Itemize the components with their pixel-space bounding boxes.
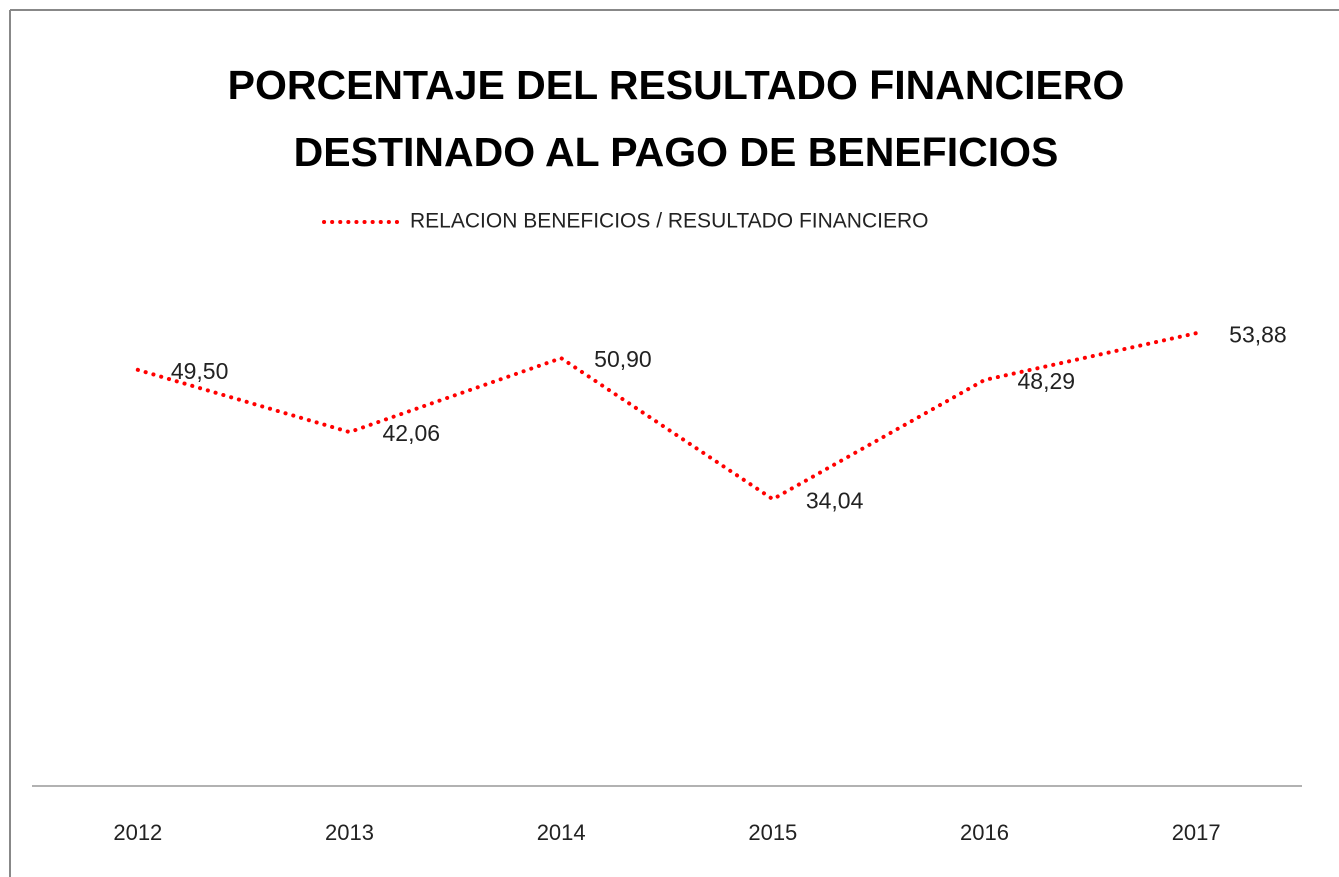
data-label: 50,90 <box>594 346 652 372</box>
x-tick-label: 2013 <box>325 820 374 845</box>
data-label: 34,04 <box>806 487 864 513</box>
data-label: 42,06 <box>383 420 441 446</box>
data-label: 53,88 <box>1229 321 1287 347</box>
chart-title: PORCENTAJE DEL RESULTADO FINANCIERO <box>228 62 1125 108</box>
data-label: 48,29 <box>1018 368 1076 394</box>
x-tick-label: 2015 <box>748 820 797 845</box>
line-series <box>135 331 1199 502</box>
chart-title: DESTINADO AL PAGO DE BENEFICIOS <box>294 129 1059 175</box>
x-tick-label: 2014 <box>537 820 586 845</box>
x-tick-label: 2017 <box>1172 820 1221 845</box>
legend-label: RELACION BENEFICIOS / RESULTADO FINANCIE… <box>410 210 928 233</box>
data-label: 49,50 <box>171 358 229 384</box>
x-tick-label: 2016 <box>960 820 1009 845</box>
x-tick-label: 2012 <box>113 820 162 845</box>
